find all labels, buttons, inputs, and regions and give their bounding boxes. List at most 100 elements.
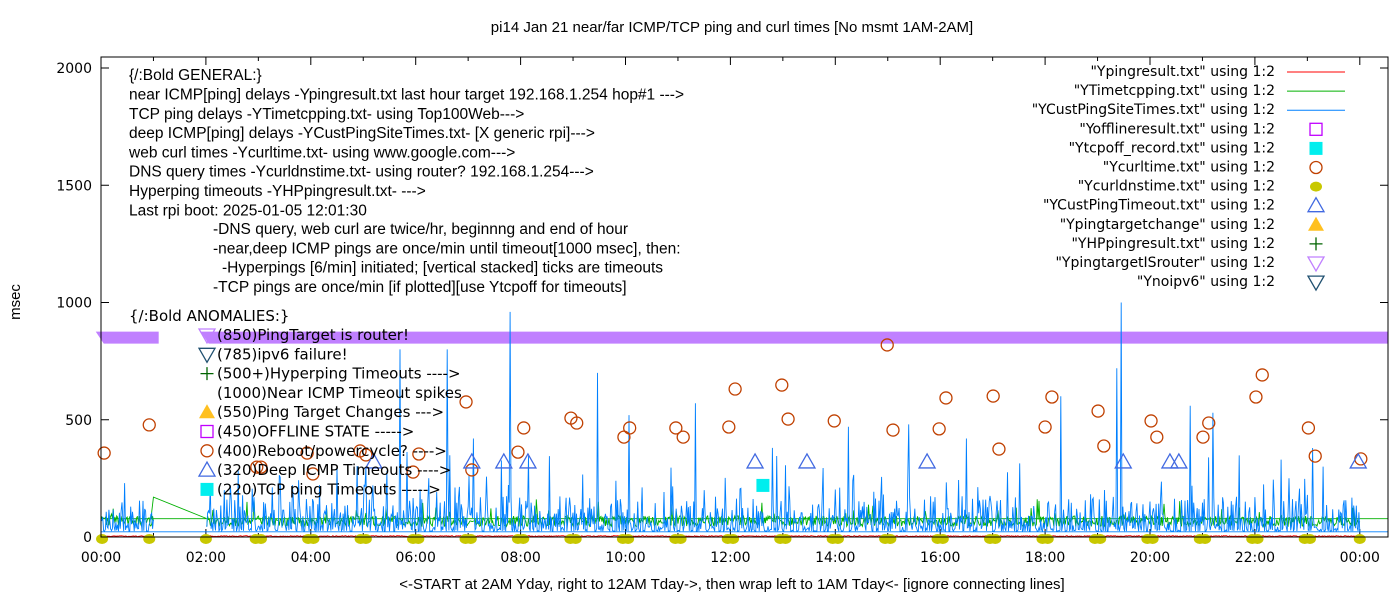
ycustpingtimeout-point <box>797 452 817 469</box>
ycurltime-point <box>886 423 900 437</box>
ycurldnstime-point <box>464 534 477 544</box>
anomaly-symbol-icon <box>200 424 214 439</box>
x-axis-label: <-START at 2AM Yday, right to 12AM Tday-… <box>399 576 1064 593</box>
ycurltime-point <box>932 422 946 436</box>
annotation-general-title: {/:Bold GENERAL:} <box>129 67 262 84</box>
annotation-general-line: Hyperping timeouts -YHPpingresult.txt- -… <box>129 183 426 200</box>
annotation-general-line: DNS query times -Ycurldnstime.txt- using… <box>129 164 594 181</box>
x-tick-label: 04:00 <box>291 550 331 566</box>
ycurltime-point <box>1150 430 1164 444</box>
ycurltime-point <box>992 442 1006 456</box>
ycurldnstime-point <box>569 534 582 544</box>
legend-entry-label: "Yofflineresult.txt" using 1:2 <box>1079 121 1275 137</box>
ycurltime-point <box>517 421 531 435</box>
ycurltime-point <box>300 446 314 460</box>
anomaly-symbol-icon <box>200 367 214 381</box>
ycurldnstime-point <box>143 534 156 544</box>
x-tick-label: 00:00 <box>1340 550 1380 566</box>
ycurldnstime-point <box>96 534 109 544</box>
legend-entry-label: "YCustPingTimeout.txt" using 1:2 <box>1043 198 1275 214</box>
ycurldnstime-point <box>359 534 372 544</box>
ycurltime-point <box>1308 449 1322 463</box>
x-tick-label: 00:00 <box>81 550 121 566</box>
ycurltime-point <box>669 421 683 435</box>
y-axis-label: msec <box>7 284 24 320</box>
anomaly-symbol-icon <box>197 460 217 477</box>
ycurltime-point <box>1196 430 1210 444</box>
x-tick-label: 12:00 <box>710 550 750 566</box>
x-tick-label: 10:00 <box>605 550 645 566</box>
x-tick-label: 20:00 <box>1130 550 1170 566</box>
ycustpingtimeout-point <box>494 452 513 469</box>
ycustpingtimeout-point <box>518 452 538 469</box>
legend-symbol-icon <box>1306 196 1326 213</box>
y-tick-label: 1000 <box>56 296 92 312</box>
ycustpingtimeout-point <box>1114 452 1133 469</box>
ycurldnstime-point <box>884 534 897 544</box>
ycurltime-point <box>775 378 789 392</box>
ytimetcpping-line <box>100 496 1388 529</box>
ycurltime-point <box>722 420 736 434</box>
legend-entry-label: "YpingtargetISrouter" using 1:2 <box>1055 255 1275 271</box>
ycurltime-point <box>1144 414 1158 428</box>
ycustpingtimeout-point <box>1160 452 1180 469</box>
ycurltime-point <box>570 416 584 430</box>
y-tick-label: 2000 <box>56 61 92 77</box>
ycurltime-point <box>781 412 795 426</box>
ycurltime-point <box>1045 390 1059 404</box>
annotation-note-line: -near,deep ICMP pings are once/min until… <box>213 240 681 257</box>
ycurltime-point <box>250 460 264 474</box>
ycurltime-point <box>623 421 637 435</box>
annotation-anomaly-line: (320)Deep ICMP Timeouts ----> <box>217 461 451 479</box>
ycurltime-point <box>1202 416 1216 430</box>
x-tick-label: 18:00 <box>1025 550 1065 566</box>
annotation-anomaly-line: (1000)Near ICMP Timeout spikes <box>217 384 462 402</box>
anomaly-symbol-icon <box>197 328 217 345</box>
ycurltime-point <box>1255 368 1269 382</box>
x-tick-label: 22:00 <box>1235 550 1275 566</box>
annotation-note-line: -TCP pings are once/min [if plotted][use… <box>213 279 627 296</box>
ycurltime-point <box>511 445 525 459</box>
ycurltime-point <box>412 447 426 461</box>
legend-symbol-icon <box>1309 122 1323 136</box>
ycurltime-point <box>97 446 111 460</box>
x-tick-label: 02:00 <box>186 550 226 566</box>
anomaly-symbol-icon <box>200 444 214 458</box>
ycurldnstime-point <box>412 534 425 544</box>
ycustpingtimeout-point <box>462 452 481 469</box>
annotation-anomaly-line: (450)OFFLINE STATE -----> <box>217 423 414 441</box>
annotation-anomaly-line: (550)Ping Target Changes ---> <box>217 403 444 421</box>
ycurltime-point <box>459 395 473 409</box>
annotation-general-line: Last rpi boot: 2025-01-05 12:01:30 <box>129 202 367 219</box>
ycurldnstime-point <box>936 534 949 544</box>
ycurltime-point <box>359 448 373 462</box>
legend-entry-label: "YCustPingSiteTimes.txt" using 1:2 <box>1032 102 1275 118</box>
ycurldnstime-point <box>831 534 844 544</box>
ycurltime-point <box>827 414 841 428</box>
legend-symbol-icon <box>1309 141 1323 155</box>
x-tick-label: 14:00 <box>815 550 855 566</box>
legend-entry-label: "Ytcpoff_record.txt" using 1:2 <box>1069 140 1275 156</box>
annotation-anomaly-line: (220)TCP ping Timeouts -----> <box>217 480 441 498</box>
ycurltime-point <box>1097 439 1111 453</box>
ycurltime-point <box>617 430 631 444</box>
ycurldnstime-point <box>989 534 1002 544</box>
ycurltime-point <box>254 460 268 474</box>
ycurldnstime-point <box>1146 534 1159 544</box>
anomaly-symbol-icon <box>199 404 215 419</box>
x-tick-label: 08:00 <box>500 550 540 566</box>
ycurltime-point <box>986 389 1000 403</box>
legend-symbol-icon <box>1309 237 1323 251</box>
ycurldnstime-point <box>517 534 530 544</box>
annotation-note-line: -DNS query, web curl are twice/hr, begin… <box>213 221 628 238</box>
ycurltime-point <box>1091 404 1105 418</box>
ycurldnstime-point <box>1041 534 1054 544</box>
annotation-anomaly-line: (500+)Hyperping Timeouts ----> <box>217 365 461 383</box>
annotation-anomaly-line: (850)PingTarget is router! <box>217 326 409 344</box>
legend-entry-label: "Ypingtargetchange" using 1:2 <box>1060 217 1275 233</box>
legend-symbol-icon <box>1309 160 1323 175</box>
anomaly-symbol-icon <box>200 482 214 496</box>
legend-symbol-icon <box>1310 181 1322 192</box>
ycustpingtimeout-point <box>917 452 937 469</box>
